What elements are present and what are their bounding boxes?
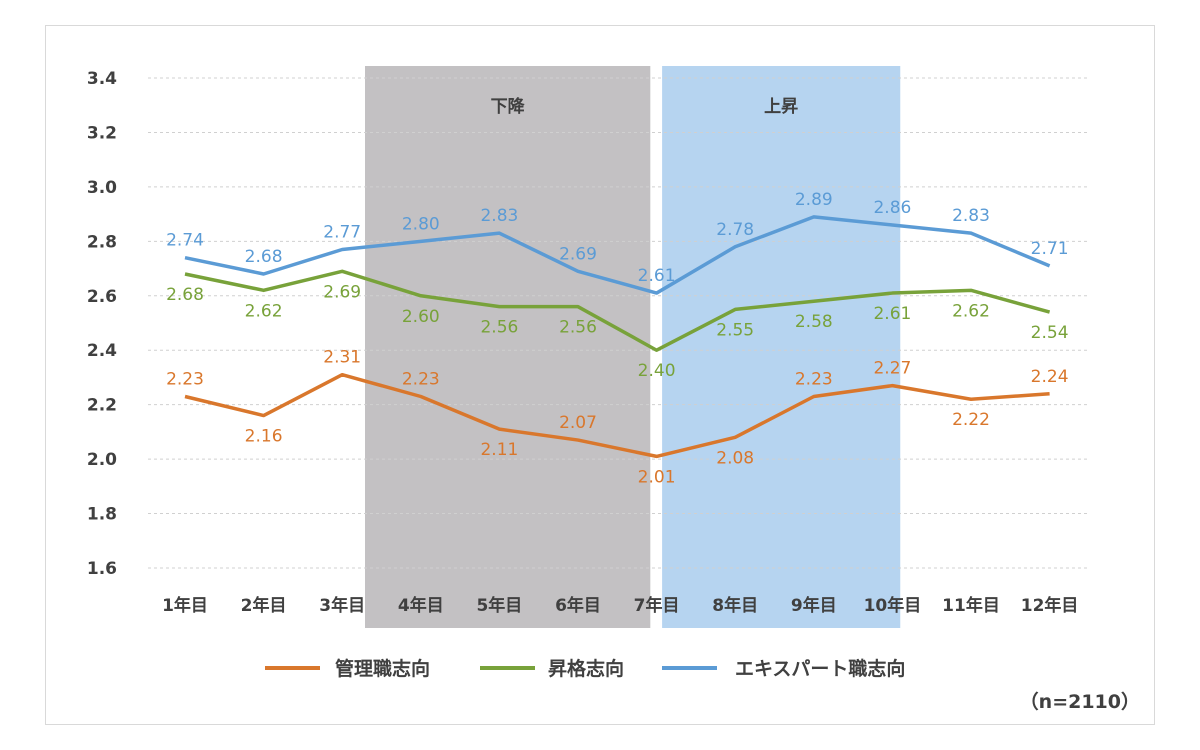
- data-label: 2.54: [1031, 323, 1069, 343]
- data-label: 2.55: [716, 320, 754, 340]
- data-label: 2.24: [1031, 367, 1069, 387]
- data-label: 2.16: [245, 427, 283, 447]
- data-label: 2.80: [402, 214, 440, 234]
- y-tick-label: 3.4: [87, 69, 117, 89]
- legend-label-3: エキスパート職志向: [735, 657, 905, 680]
- region-label-2: 上昇: [764, 97, 798, 117]
- y-tick-label: 1.6: [87, 559, 117, 579]
- x-tick-label: 4年目: [398, 595, 444, 616]
- data-label: 2.40: [638, 361, 676, 381]
- data-label: 2.07: [559, 413, 597, 433]
- x-tick-label: 2年目: [241, 595, 287, 616]
- data-label: 2.11: [480, 440, 518, 460]
- data-label: 2.61: [873, 304, 911, 324]
- data-label: 2.27: [873, 359, 911, 379]
- data-label: 2.89: [795, 190, 833, 210]
- data-label: 2.83: [480, 206, 518, 226]
- x-tick-label: 9年目: [791, 595, 837, 616]
- data-label: 2.61: [638, 266, 676, 286]
- shaded-region-2: [662, 66, 901, 628]
- data-label: 2.62: [245, 301, 283, 321]
- x-tick-label: 1年目: [162, 595, 208, 616]
- data-label: 2.23: [402, 370, 440, 390]
- y-tick-label: 2.4: [87, 341, 117, 361]
- data-label: 2.56: [559, 318, 597, 338]
- x-tick-label: 6年目: [555, 595, 601, 616]
- chart-frame: [45, 25, 1155, 725]
- x-tick-label: 12年目: [1021, 595, 1079, 616]
- series-line-2: [184, 269, 1051, 352]
- y-tick-label: 1.8: [87, 505, 117, 525]
- data-label: 2.78: [716, 220, 754, 240]
- data-label: 2.68: [245, 247, 283, 267]
- data-label: 2.22: [952, 410, 990, 430]
- x-tick-label: 7年目: [634, 595, 680, 616]
- x-tick-label: 5年目: [476, 595, 522, 616]
- data-label: 2.56: [480, 318, 518, 338]
- legend-label-1: 管理職志向: [335, 657, 430, 680]
- data-label: 2.68: [166, 285, 204, 305]
- sample-size-note: （n=2110）: [1020, 690, 1140, 713]
- region-label-1: 下降: [491, 96, 526, 117]
- y-tick-label: 3.0: [87, 178, 117, 198]
- data-label: 2.58: [795, 312, 833, 332]
- data-label: 2.31: [323, 348, 361, 368]
- data-label: 2.62: [952, 301, 990, 321]
- x-tick-label: 10年目: [864, 595, 922, 616]
- y-tick-label: 3.2: [87, 123, 117, 143]
- data-label: 2.71: [1031, 239, 1069, 259]
- y-tick-label: 2.8: [87, 232, 117, 252]
- data-label: 2.01: [638, 467, 676, 487]
- x-tick-label: 3年目: [319, 595, 365, 616]
- data-label: 2.69: [323, 282, 361, 302]
- data-label: 2.83: [952, 206, 990, 226]
- y-tick-label: 2.2: [87, 396, 117, 416]
- data-label: 2.23: [166, 370, 204, 390]
- x-tick-label: 11年目: [942, 595, 1000, 616]
- y-tick-label: 2.6: [87, 287, 117, 307]
- series-line-1: [184, 372, 1050, 459]
- legend-label-2: 昇格志向: [548, 657, 624, 680]
- data-label: 2.08: [716, 448, 754, 468]
- series-line-3: [184, 215, 1051, 295]
- y-tick-label: 2.0: [87, 450, 117, 470]
- data-label: 2.74: [166, 231, 204, 251]
- x-tick-label: 8年目: [712, 595, 758, 616]
- data-label: 2.69: [559, 244, 597, 264]
- shaded-region-1: [364, 66, 651, 628]
- data-label: 2.77: [323, 223, 361, 243]
- data-label: 2.86: [873, 198, 911, 218]
- data-label: 2.23: [795, 370, 833, 390]
- data-label: 2.60: [402, 307, 440, 327]
